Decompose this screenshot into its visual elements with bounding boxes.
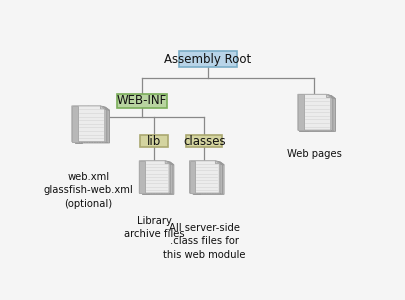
Polygon shape <box>194 162 200 194</box>
Polygon shape <box>328 95 333 98</box>
Polygon shape <box>72 106 78 142</box>
Polygon shape <box>102 106 107 109</box>
Polygon shape <box>141 161 146 194</box>
Polygon shape <box>77 107 83 143</box>
Polygon shape <box>143 162 148 194</box>
Polygon shape <box>299 95 333 130</box>
Polygon shape <box>168 162 172 164</box>
Polygon shape <box>141 161 171 194</box>
Polygon shape <box>301 95 307 131</box>
Text: Library
archive files: Library archive files <box>124 216 185 239</box>
Polygon shape <box>220 162 224 165</box>
Polygon shape <box>139 161 169 193</box>
Text: Assembly Root: Assembly Root <box>164 52 251 66</box>
Polygon shape <box>301 95 334 131</box>
Polygon shape <box>215 161 220 164</box>
Text: WEB-INF: WEB-INF <box>117 94 167 107</box>
Polygon shape <box>193 162 198 194</box>
Text: lib: lib <box>147 135 161 148</box>
Polygon shape <box>298 94 304 130</box>
Polygon shape <box>73 106 79 142</box>
Text: classes: classes <box>183 135 226 148</box>
Polygon shape <box>100 106 105 109</box>
Polygon shape <box>73 106 107 142</box>
Polygon shape <box>144 162 149 194</box>
Polygon shape <box>191 161 221 194</box>
Polygon shape <box>303 96 335 131</box>
Polygon shape <box>75 107 81 142</box>
Polygon shape <box>143 162 172 194</box>
Polygon shape <box>219 162 222 164</box>
FancyBboxPatch shape <box>186 135 222 147</box>
Polygon shape <box>167 161 171 164</box>
Polygon shape <box>326 94 331 98</box>
Polygon shape <box>330 95 334 98</box>
Text: All server-side
.class files for
this web module: All server-side .class files for this we… <box>163 223 246 260</box>
Polygon shape <box>191 161 196 194</box>
Polygon shape <box>299 95 305 130</box>
Polygon shape <box>139 161 145 193</box>
Polygon shape <box>144 162 174 194</box>
Polygon shape <box>165 161 169 164</box>
Polygon shape <box>190 161 195 193</box>
Polygon shape <box>75 107 108 142</box>
Polygon shape <box>331 96 335 99</box>
Polygon shape <box>105 107 109 110</box>
Polygon shape <box>190 161 220 193</box>
FancyBboxPatch shape <box>179 51 237 67</box>
Polygon shape <box>77 107 109 143</box>
Polygon shape <box>298 94 331 130</box>
Polygon shape <box>194 162 224 194</box>
Polygon shape <box>217 161 221 164</box>
Polygon shape <box>193 162 222 194</box>
Text: Web pages: Web pages <box>287 149 342 159</box>
Polygon shape <box>170 162 174 165</box>
FancyBboxPatch shape <box>117 94 167 108</box>
Polygon shape <box>303 96 309 131</box>
FancyBboxPatch shape <box>140 135 168 147</box>
Polygon shape <box>104 107 108 110</box>
Polygon shape <box>72 106 105 142</box>
Text: web.xml
glassfish-web.xml
(optional): web.xml glassfish-web.xml (optional) <box>43 172 133 209</box>
